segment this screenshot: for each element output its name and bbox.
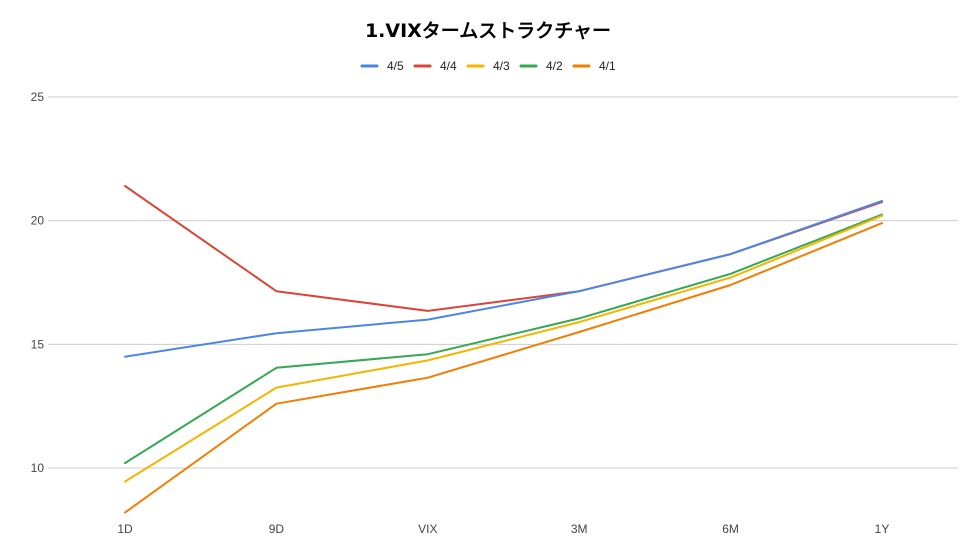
x-tick-label: 6M: [722, 522, 739, 536]
legend-label: 4/2: [546, 59, 563, 73]
legend-label: 4/5: [387, 59, 404, 73]
legend-item[interactable]: 4/2: [519, 59, 563, 73]
x-axis-ticks: 1D 9D VIX 3M 6M 1Y: [117, 522, 889, 536]
series-line-4-1: [124, 222, 883, 514]
x-tick-label: 1D: [117, 522, 133, 536]
y-axis-ticks: 10 15 20 25: [31, 90, 45, 475]
series-line-4-3: [124, 214, 883, 483]
x-tick-label: VIX: [418, 522, 437, 536]
gridlines: [48, 96, 958, 469]
legend: 4/5 4/4 4/3 4/2 4/1: [360, 59, 616, 73]
series-line-4-4: [124, 185, 883, 312]
y-tick-label: 15: [31, 337, 45, 351]
y-tick-label: 10: [31, 461, 45, 475]
legend-label: 4/4: [440, 59, 457, 73]
chart-title: 1.VIXタームストラクチャー: [365, 20, 611, 42]
legend-item[interactable]: 4/5: [360, 59, 404, 73]
legend-label: 4/3: [493, 59, 510, 73]
legend-item[interactable]: 4/4: [413, 59, 457, 73]
legend-item[interactable]: 4/1: [572, 59, 616, 73]
series-line-4-5: [124, 199, 883, 358]
x-tick-label: 9D: [269, 522, 285, 536]
series-line-4-2: [124, 213, 883, 465]
y-tick-label: 25: [31, 90, 45, 104]
x-tick-label: 1Y: [875, 522, 890, 536]
legend-label: 4/1: [599, 59, 616, 73]
series-lines: [124, 185, 883, 514]
legend-item[interactable]: 4/3: [466, 59, 510, 73]
x-tick-label: 3M: [571, 522, 588, 536]
y-tick-label: 20: [31, 214, 45, 228]
